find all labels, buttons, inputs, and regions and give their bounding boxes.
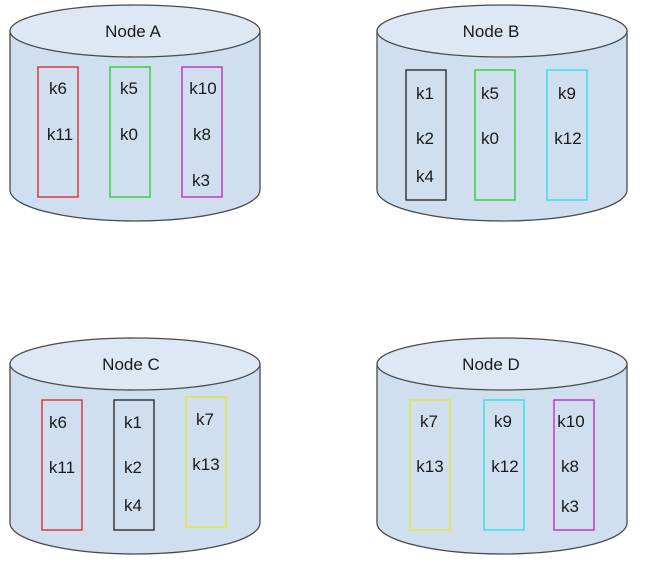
node-c-title: Node C [102, 355, 160, 374]
node-a-group-3-key-3: k3 [192, 171, 210, 190]
node-b: Node B k1 k2 k4 k5 k0 k9 k12 [376, 4, 628, 222]
node-b-cylinder-body [376, 30, 628, 222]
node-b-group-3-key-2: k12 [554, 129, 581, 148]
node-a-title: Node A [105, 22, 161, 41]
node-a-group-3-box [181, 66, 223, 198]
node-b-group-1-key-2: k2 [416, 129, 434, 148]
node-a-group-1-key-2: k11 [47, 125, 73, 144]
node-c-group-1-key-2: k11 [49, 458, 75, 477]
node-d-group-1-key-2: k13 [416, 457, 443, 476]
node-c-group-3-box [185, 396, 227, 528]
node-c-group-3-key-1: k7 [196, 410, 214, 429]
node-d-group-3-box [553, 399, 595, 531]
node-a-cylinder-body [9, 30, 261, 222]
node-b-group-2-key-1: k5 [481, 84, 499, 103]
node-a-group-2-box [109, 66, 151, 198]
node-c-group-2-key-1: k1 [124, 413, 142, 432]
node-c-cylinder-top [9, 337, 261, 391]
node-c-group-2-key-2: k2 [124, 458, 142, 477]
node-d-cylinder-body [376, 363, 628, 555]
node-b-group-1-box [405, 69, 447, 201]
node-c-cylinder-body [9, 363, 261, 555]
node-d-group-1-key-1: k7 [420, 412, 438, 431]
node-d-group-2-key-2: k12 [491, 457, 518, 476]
node-a: Node A k6 k11 k5 k0 k10 k8 k3 [9, 4, 261, 222]
node-b-group-3-box [546, 69, 588, 201]
node-d-cylinder-top [376, 337, 628, 391]
node-b-group-1-key-3: k4 [416, 167, 434, 186]
node-b-cylinder-top [376, 4, 628, 58]
node-a-group-3-key-1: k10 [189, 79, 216, 98]
node-b-title: Node B [463, 22, 520, 41]
node-d-title: Node D [462, 355, 520, 374]
node-a-group-1-key-1: k6 [49, 79, 67, 98]
node-c-group-2-box [113, 399, 155, 531]
node-c-group-3-key-2: k13 [192, 455, 219, 474]
node-b-group-2-key-2: k0 [481, 129, 499, 148]
node-a-group-1-box [37, 66, 79, 198]
node-a-cylinder-top [9, 4, 261, 58]
node-d-group-2-box [483, 399, 525, 531]
node-d-group-2-key-1: k9 [494, 412, 512, 431]
node-c-group-1-key-1: k6 [49, 413, 67, 432]
node-c: Node C k6 k11 k1 k2 k4 k7 k13 [9, 337, 261, 555]
node-b-group-2-box [474, 69, 516, 201]
node-c-group-1-box [41, 399, 83, 531]
node-d: Node D k7 k13 k9 k12 k10 k8 k3 [376, 337, 628, 555]
node-a-group-3-key-2: k8 [193, 125, 211, 144]
node-c-group-2-key-3: k4 [124, 496, 142, 515]
node-d-group-3-key-2: k8 [561, 457, 579, 476]
node-d-group-3-key-1: k10 [557, 412, 584, 431]
node-a-group-2-key-2: k0 [120, 125, 138, 144]
node-d-group-3-key-3: k3 [561, 497, 579, 516]
node-b-group-1-key-1: k1 [416, 84, 434, 103]
node-d-group-1-box [409, 399, 451, 531]
node-b-group-3-key-1: k9 [558, 84, 576, 103]
node-a-group-2-key-1: k5 [120, 79, 138, 98]
